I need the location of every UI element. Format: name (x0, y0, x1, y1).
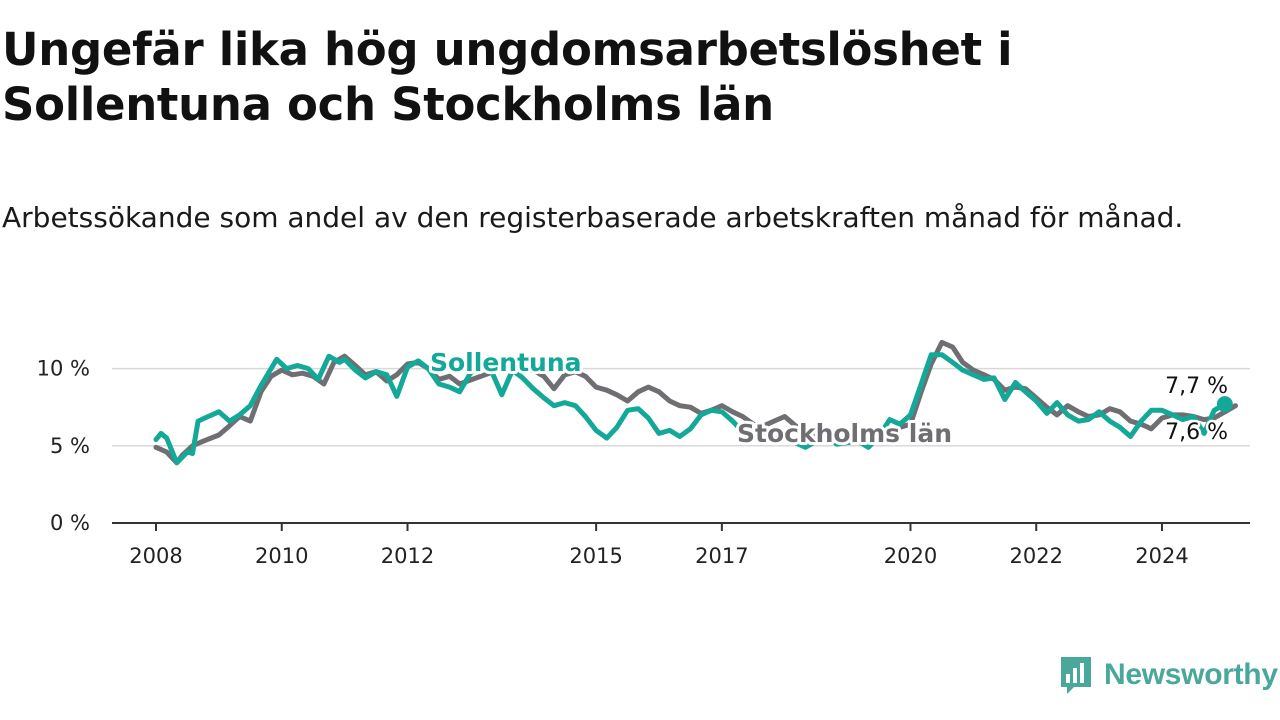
end-label-sollentuna: 7,7 % (1165, 374, 1228, 399)
end-label-stockholm: 7,6 % (1165, 420, 1228, 445)
y-tick-label: 5 % (50, 434, 90, 458)
x-tick-label: 2022 (1010, 544, 1063, 568)
series-label-sollentuna: Sollentuna (430, 348, 582, 377)
series-line-sollentuna (153, 352, 1228, 466)
chart-subtitle: Arbetssökande som andel av den registerb… (2, 201, 1184, 234)
x-tick-label: 2020 (884, 544, 937, 568)
x-tick-label: 2008 (129, 544, 182, 568)
line-chart: 0 % 5 % 10 % 2008 2010 2012 2015 2017 2020 2022 20… (37, 339, 1250, 568)
chart-title: Ungefär lika hög ungdomsarbetslöshet i S… (2, 23, 1013, 131)
x-tick-label: 2012 (381, 544, 434, 568)
chart-bubble-icon (1061, 657, 1091, 694)
x-tick-label: 2017 (695, 544, 748, 568)
sollentuna-end-point (1216, 396, 1233, 413)
y-tick-label: 0 % (50, 511, 90, 535)
brand-name: Newsworthy (1104, 658, 1278, 691)
series-label-stockholm: Stockholms län (737, 419, 952, 448)
series-line-stockholms-län (153, 339, 1238, 466)
x-tick-label: 2010 (255, 544, 308, 568)
x-tick-label: 2024 (1135, 544, 1188, 568)
y-tick-label: 10 % (37, 357, 90, 381)
x-tick-label: 2015 (569, 544, 622, 568)
newsworthy-brand: Newsworthy (1058, 654, 1278, 696)
